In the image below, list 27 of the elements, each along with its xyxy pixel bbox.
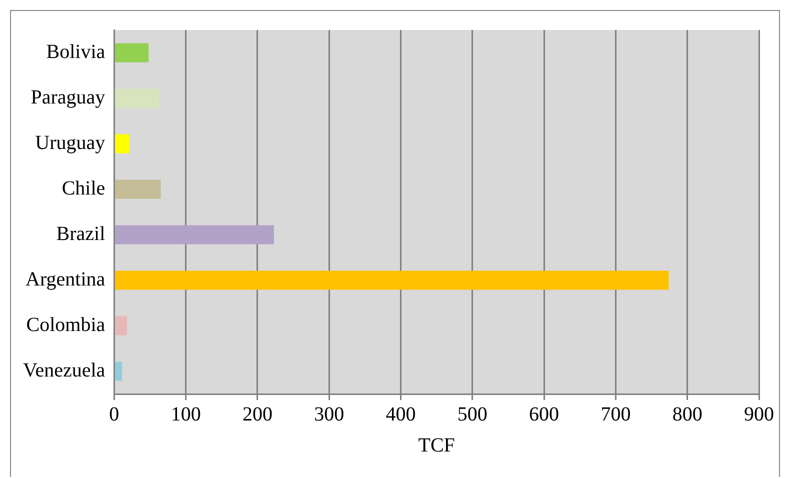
- x-tick-label: 500: [457, 403, 488, 426]
- bar: [114, 134, 130, 154]
- x-tick-label: 600: [529, 403, 560, 426]
- x-axis-title: TCF: [418, 434, 455, 456]
- y-tick-label: Paraguay: [30, 86, 106, 108]
- bar: [114, 88, 160, 108]
- bar: [114, 225, 274, 244]
- y-tick-label: Colombia: [26, 314, 106, 336]
- x-tick-label: 200: [242, 403, 272, 426]
- y-tick-label: Argentina: [26, 268, 106, 290]
- x-tick-label: 700: [600, 403, 631, 426]
- y-tick-label: Brazil: [56, 223, 106, 245]
- x-tick-label: 0: [109, 403, 120, 426]
- bar: [114, 43, 149, 62]
- y-tick-label: Chile: [62, 178, 106, 200]
- y-tick-label: Uruguay: [35, 132, 106, 154]
- bar: [114, 180, 161, 199]
- x-tick-label: 800: [672, 403, 702, 426]
- y-tick-label: Bolivia: [46, 41, 106, 63]
- x-tick-label: 100: [170, 403, 201, 426]
- bar: [114, 270, 669, 290]
- x-tick-label: 400: [386, 403, 416, 426]
- x-tick-label: 900: [744, 403, 774, 426]
- bar: [114, 362, 122, 381]
- bar: [114, 316, 128, 336]
- x-tick-label: 300: [314, 403, 344, 426]
- y-tick-label: Venezuela: [22, 360, 106, 382]
